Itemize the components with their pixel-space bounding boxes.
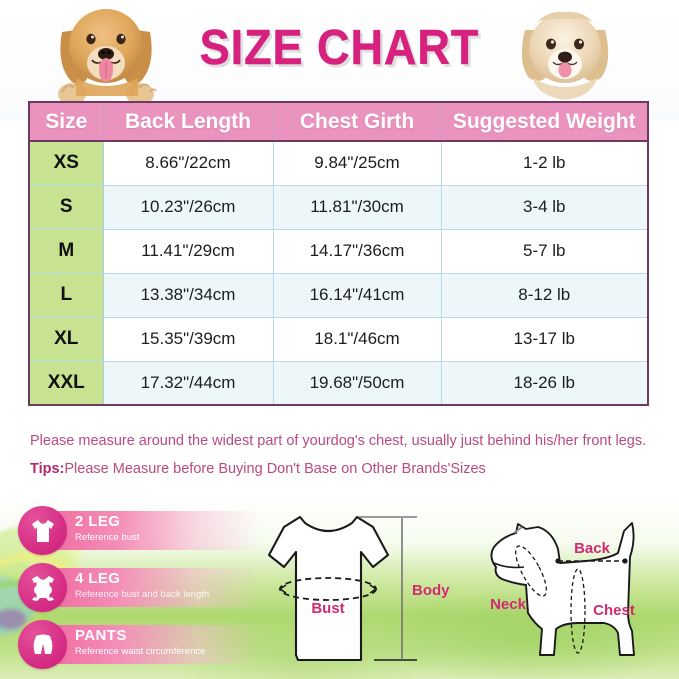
tips-text: Please Measure before Buying Don't Base … [64,461,486,477]
legend-item-pants: PANTS Reference waist circumference [18,620,268,669]
cell-chest-girth: 11.81"/30cm [272,184,442,230]
back-label: Back [574,540,611,557]
tshirt-icon [18,506,67,555]
cell-back-length: 17.32"/44cm [102,360,274,406]
cell-weight: 8-12 lb [440,272,649,318]
legend-title: 4 LEG [75,570,121,587]
garment-type-legend: 2 LEG Reference bust 4 LEG Reference bus… [18,506,268,677]
page-title: SIZE CHART [199,21,480,76]
cell-chest-girth: 16.14"/41cm [272,272,442,318]
cell-weight: 1-2 lb [440,140,649,186]
legend-title: 2 LEG [75,513,121,530]
legend-pill [46,511,261,550]
cell-chest-girth: 14.17"/36cm [272,228,442,274]
cell-back-length: 10.23"/26cm [102,184,274,230]
table-row: XL 15.35"/39cm 18.1"/46cm 13-17 lb [28,316,649,362]
cell-size: M [28,228,104,274]
neck-label: Neck [490,596,527,613]
legend-subtitle: Reference bust and back length [75,589,210,600]
legend-text: PANTS Reference waist circumference [75,627,265,658]
table-row: XS 8.66"/22cm 9.84"/25cm 1-2 lb [28,140,649,186]
cell-chest-girth: 9.84"/25cm [272,140,442,186]
note-tips: Tips:Please Measure before Buying Don't … [30,458,660,481]
legend-item-2-leg: 2 LEG Reference bust [18,506,268,555]
legend-item-4-leg: 4 LEG Reference bust and back length [18,563,268,612]
legend-pill [46,568,261,607]
cell-size: XL [28,316,104,362]
cell-weight: 18-26 lb [440,360,649,406]
golden-retriever-photo [48,2,164,106]
table-header-row: Size Back Length Chest Girth Suggested W… [28,101,649,142]
header-chest-girth: Chest Girth [272,101,442,142]
cell-chest-girth: 19.68"/50cm [272,360,442,406]
dog-measurement-diagram: Back Neck Chest [468,505,668,677]
cell-weight: 5-7 lb [440,228,649,274]
cell-size: XXL [28,360,104,406]
note-measure: Please measure around the widest part of… [30,433,647,449]
cell-size: L [28,272,104,318]
cell-back-length: 13.38"/34cm [102,272,274,318]
chest-label: Chest [593,602,635,619]
cell-back-length: 15.35"/39cm [102,316,274,362]
cell-back-length: 8.66"/22cm [102,140,274,186]
tips-label: Tips: [30,461,65,477]
cell-weight: 3-4 lb [440,184,649,230]
havanese-puppy-photo [513,6,617,104]
header-size: Size [28,101,104,142]
cell-weight: 13-17 lb [440,316,649,362]
cell-size: XS [28,140,104,186]
legend-pill [46,625,261,664]
header-suggested-weight: Suggested Weight [440,101,649,142]
table-row: L 13.38"/34cm 16.14"/41cm 8-12 lb [28,272,649,318]
legend-subtitle: Reference waist circumference [75,646,206,657]
cell-size: S [28,184,104,230]
size-chart-table: Size Back Length Chest Girth Suggested W… [28,101,649,406]
legend-title: PANTS [75,627,127,644]
table-row: S 10.23"/26cm 11.81"/30cm 3-4 lb [28,184,649,230]
legend-text: 2 LEG Reference bust [75,513,265,544]
shirt-measurement-diagram: Bust Body [262,505,452,677]
table-row: XXL 17.32"/44cm 19.68"/50cm 18-26 lb [28,360,649,406]
four-leg-suit-icon [18,563,67,612]
pants-icon [18,620,67,669]
cell-back-length: 11.41"/29cm [102,228,274,274]
legend-text: 4 LEG Reference bust and back length [75,570,265,601]
notes-block: Please measure around the widest part of… [30,430,660,481]
body-label: Body [412,582,450,599]
legend-subtitle: Reference bust [75,532,140,543]
bust-label: Bust [311,600,344,617]
cell-chest-girth: 18.1"/46cm [272,316,442,362]
header-back-length: Back Length [102,101,274,142]
table-row: M 11.41"/29cm 14.17"/36cm 5-7 lb [28,228,649,274]
